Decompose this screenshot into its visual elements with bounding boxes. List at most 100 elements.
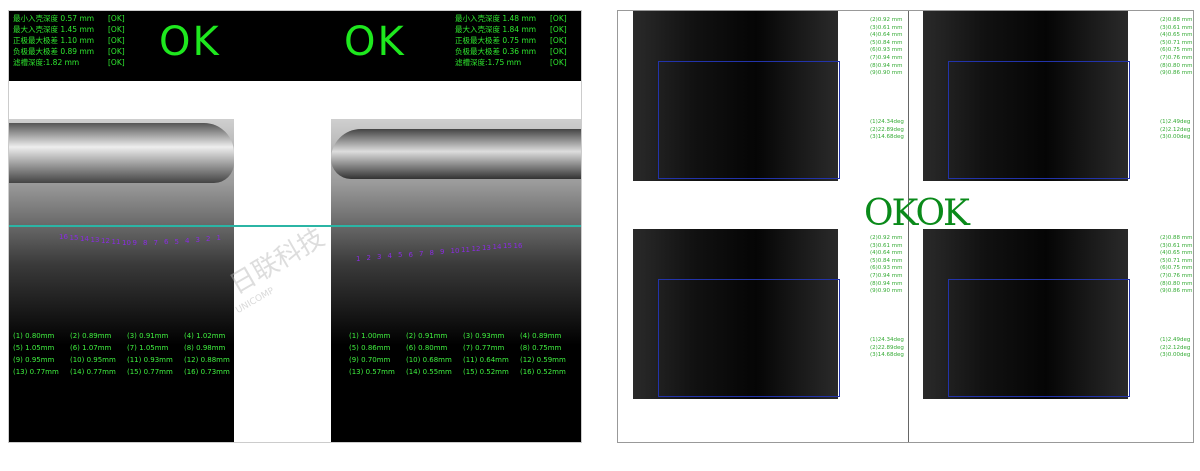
xray-image bbox=[923, 11, 1128, 181]
depth: (4)0.65 mm bbox=[1160, 32, 1193, 39]
mark-label: 13 bbox=[482, 244, 491, 253]
verdict: OK bbox=[915, 193, 969, 234]
header-line: 滤槽深度:1.75 mm [OK] bbox=[455, 57, 567, 68]
measurement: (10) 0.68mm bbox=[406, 356, 452, 364]
header-text: 正极最大极差 0.75 mm bbox=[455, 36, 537, 45]
measurement: (16) 0.52mm bbox=[520, 368, 566, 376]
mark-label: 6 bbox=[408, 250, 413, 259]
depth: (7)0.76 mm bbox=[1160, 54, 1193, 61]
depth: (4)0.64 mm bbox=[870, 250, 903, 257]
depth-list: (2)0.88 mm (3)0.61 mm (4)0.65 mm (5)0.71 mm… bbox=[1160, 17, 1193, 78]
angle-list: (1)24.34deg (2)22.89deg (3)14.68deg bbox=[870, 119, 904, 142]
mark-label: 4 bbox=[387, 252, 392, 261]
mark-label: 4 bbox=[185, 237, 190, 246]
header-text: 滤槽深度:1.82 mm bbox=[13, 58, 80, 67]
mark-label: 15 bbox=[69, 234, 79, 243]
mark-label: 16 bbox=[59, 233, 68, 241]
measurement: (4) 1.02mm bbox=[184, 332, 226, 340]
measurement: (11) 0.64mm bbox=[463, 356, 509, 364]
measurement: (13) 0.77mm bbox=[13, 368, 59, 376]
header-text: 最大入壳深度 1.45 mm bbox=[13, 25, 95, 34]
measurement: (3) 0.93mm bbox=[463, 332, 505, 340]
measurement: (15) 0.52mm bbox=[463, 368, 509, 376]
measurement: (8) 0.75mm bbox=[520, 344, 562, 352]
depth: (2)0.92 mm bbox=[870, 235, 903, 241]
mark-label: 15 bbox=[503, 242, 512, 251]
right-panel: (2)0.92 mm (3)0.61 mm (4)0.64 mm (5)0.84 mm… bbox=[617, 10, 1194, 443]
header-line: 负极最大极差 0.89 mm [OK] bbox=[13, 46, 125, 57]
angle-list: (1)2.49deg (2)2.12deg (3)0.00deg bbox=[1160, 119, 1190, 142]
edge-line bbox=[9, 225, 581, 227]
roi-box bbox=[658, 61, 840, 179]
mark-label: 6 bbox=[164, 238, 169, 247]
header-line: 最小入壳深度 0.57 mm [OK] bbox=[13, 13, 125, 24]
depth: (8)0.80 mm bbox=[1160, 62, 1193, 69]
measurement: (2) 0.91mm bbox=[406, 332, 448, 340]
header-status: [OK] bbox=[550, 14, 567, 23]
depth: (6)0.75 mm bbox=[1160, 265, 1193, 272]
header-status: [OK] bbox=[108, 25, 125, 34]
divider bbox=[908, 11, 909, 442]
angle: (1)24.34deg bbox=[870, 119, 904, 125]
measurement: (5) 1.05mm bbox=[13, 344, 55, 352]
depth: (2)0.88 mm bbox=[1160, 235, 1193, 241]
mark-label: 14 bbox=[80, 235, 89, 244]
angle: (1)2.49deg bbox=[1160, 337, 1191, 343]
angle: (2)22.89deg bbox=[870, 344, 904, 351]
verdicts: OKOK bbox=[864, 193, 970, 234]
header-text: 负极最大极差 0.36 mm bbox=[455, 47, 537, 56]
depth: (6)0.93 mm bbox=[870, 47, 903, 54]
measurement: (6) 1.07mm bbox=[70, 344, 112, 352]
measurement: (14) 0.77mm bbox=[70, 368, 116, 376]
depth: (9)0.86 mm bbox=[1160, 288, 1193, 295]
header-a: 最小入壳深度 0.57 mm [OK] 最大入壳深度 1.45 mm [OK] 正极最大… bbox=[13, 13, 125, 68]
measurement: (2) 0.89mm bbox=[70, 332, 112, 340]
cap bbox=[9, 123, 234, 183]
xray-image bbox=[923, 229, 1128, 399]
roi-box bbox=[658, 279, 840, 397]
depth: (5)0.84 mm bbox=[870, 39, 903, 46]
mark-label: 14 bbox=[492, 243, 502, 252]
mark-label: 12 bbox=[101, 237, 110, 246]
header-line: 最小入壳深度 1.48 mm [OK] bbox=[455, 13, 567, 24]
depth-list: (2)0.88 mm (3)0.61 mm (4)0.65 mm (5)0.71 mm… bbox=[1160, 235, 1193, 296]
angle: (2)2.12deg bbox=[1160, 344, 1191, 351]
mark-label: 2 bbox=[206, 235, 211, 243]
angle: (3)0.00deg bbox=[1160, 134, 1191, 141]
depth: (6)0.93 mm bbox=[870, 265, 903, 272]
angle: (1)2.49deg bbox=[1160, 119, 1191, 125]
measurement: (6) 0.80mm bbox=[406, 344, 448, 352]
cap bbox=[331, 129, 581, 179]
depth: (8)0.94 mm bbox=[870, 62, 903, 69]
header-status: [OK] bbox=[108, 36, 125, 45]
measurement: (1) 1.00mm bbox=[349, 332, 391, 340]
mark-label: 5 bbox=[174, 237, 179, 246]
mark-label: 5 bbox=[398, 251, 403, 260]
verdict: OK bbox=[159, 19, 221, 65]
header-text: 最大入壳深度 1.84 mm bbox=[455, 25, 537, 34]
mark-label: 1 bbox=[356, 255, 361, 263]
header-text: 最小入壳深度 1.48 mm bbox=[455, 14, 537, 23]
measurement: (5) 0.86mm bbox=[349, 344, 391, 352]
measurement: (15) 0.77mm bbox=[127, 368, 173, 376]
depth: (3)0.61 mm bbox=[870, 24, 903, 31]
header: 最小入壳深度 0.57 mm [OK] 最大入壳深度 1.45 mm [OK] 正极最大… bbox=[9, 11, 581, 81]
depth: (5)0.84 mm bbox=[870, 257, 903, 264]
angle: (3)14.68deg bbox=[870, 352, 904, 359]
depth: (7)0.94 mm bbox=[870, 54, 903, 61]
header-text: 负极最大极差 0.89 mm bbox=[13, 47, 95, 56]
depth: (9)0.90 mm bbox=[870, 288, 903, 295]
header-status: [OK] bbox=[108, 14, 125, 23]
depth: (6)0.75 mm bbox=[1160, 47, 1193, 54]
mark-label: 8 bbox=[429, 248, 434, 257]
angle: (3)14.68deg bbox=[870, 134, 904, 141]
depth: (5)0.71 mm bbox=[1160, 39, 1193, 46]
header-line: 正极最大极差 0.75 mm [OK] bbox=[455, 35, 567, 46]
depth: (3)0.61 mm bbox=[1160, 24, 1193, 31]
measurement: (14) 0.55mm bbox=[406, 368, 452, 376]
mark-label: 7 bbox=[153, 238, 158, 247]
depth: (9)0.90 mm bbox=[870, 70, 903, 77]
depth: (9)0.86 mm bbox=[1160, 70, 1193, 77]
header-text: 正极最大极差 1.10 mm bbox=[13, 36, 95, 45]
